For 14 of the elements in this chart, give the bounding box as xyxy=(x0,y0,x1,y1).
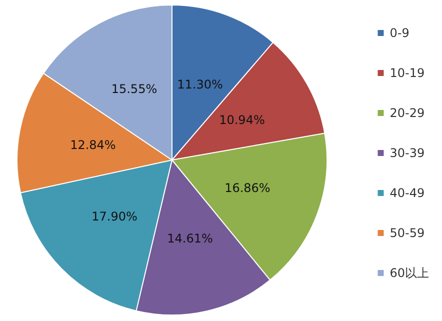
data-label: 11.30% xyxy=(177,78,223,92)
data-label: 10.94% xyxy=(219,113,265,128)
data-label: 12.84% xyxy=(70,138,116,152)
legend-label: 40-49 xyxy=(390,186,425,200)
legend-label: 10-19 xyxy=(390,66,425,80)
legend-label: 50-59 xyxy=(390,226,425,240)
legend-label: 0-9 xyxy=(390,26,410,40)
legend-label: 60以上 xyxy=(390,266,430,280)
data-label: 15.55% xyxy=(111,82,158,96)
legend-label: 30-39 xyxy=(390,146,425,160)
legend-label: 20-29 xyxy=(390,106,425,120)
data-label: 17.90% xyxy=(92,209,138,224)
data-label: 14.61% xyxy=(167,231,213,246)
data-label: 16.86% xyxy=(224,181,270,196)
